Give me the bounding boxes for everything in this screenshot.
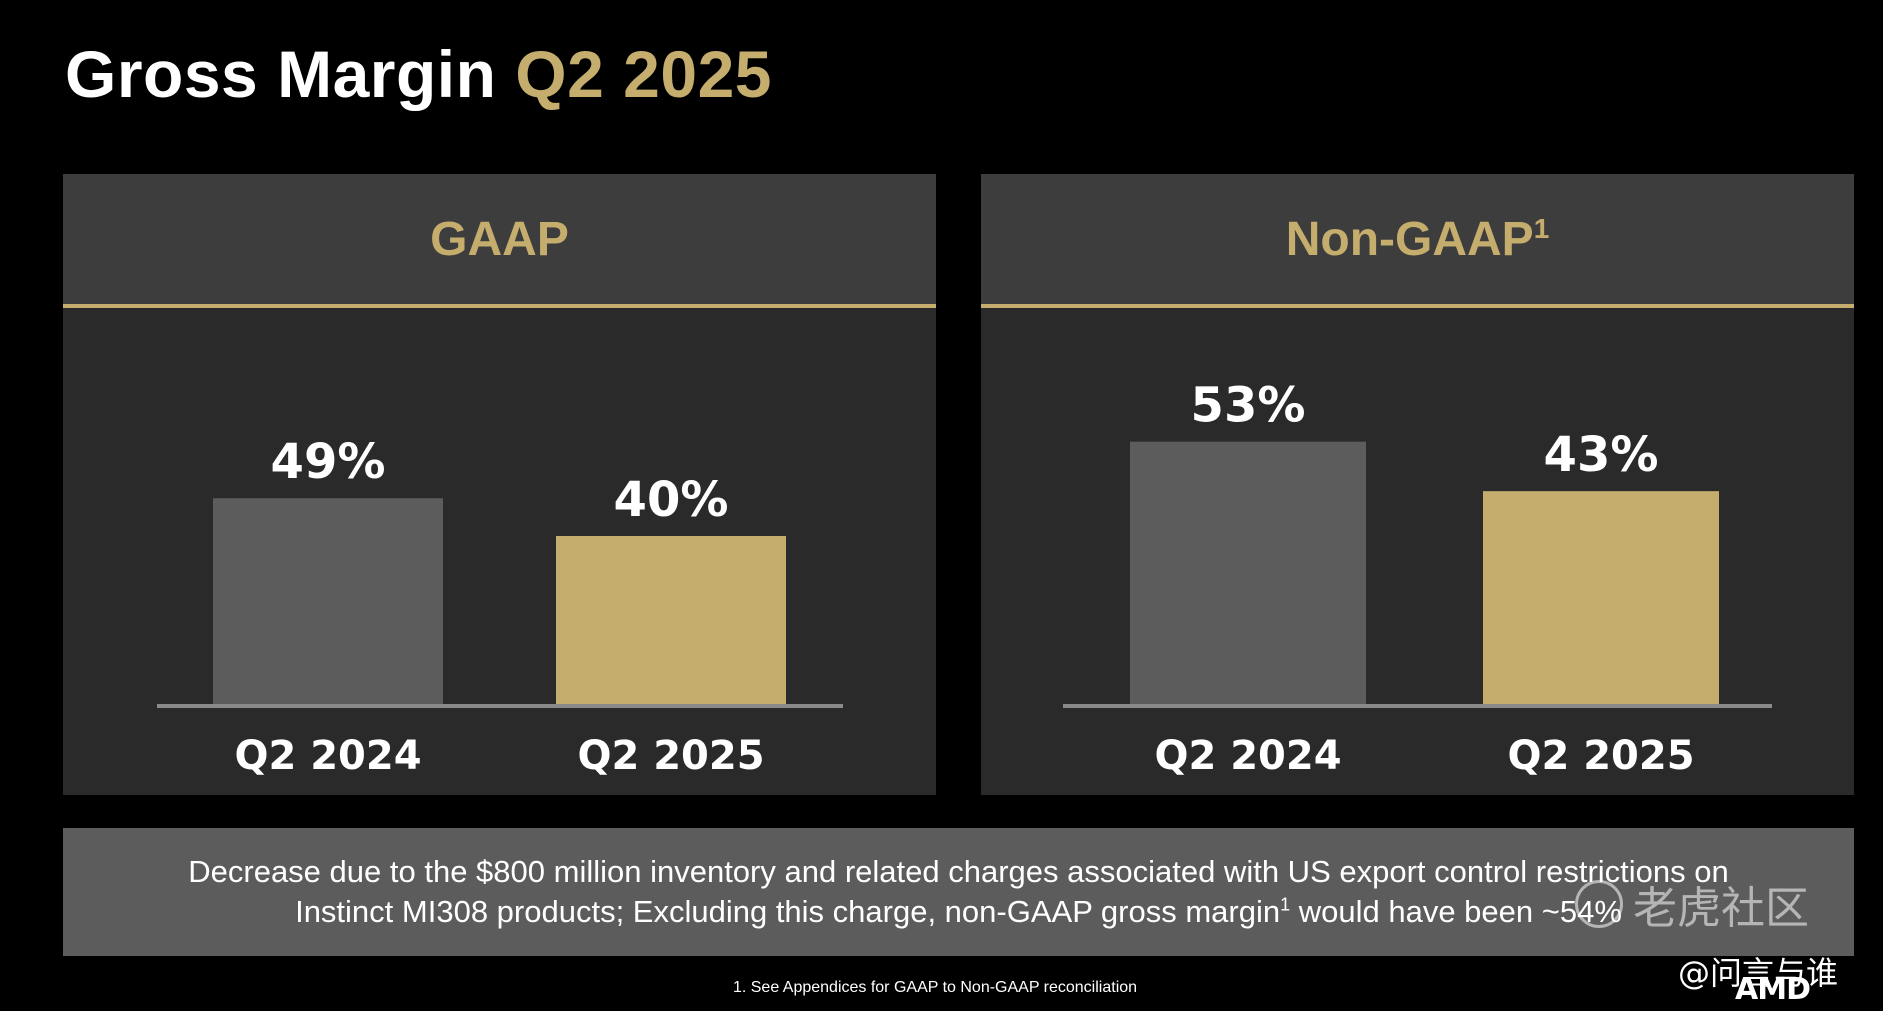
non-gaap-bar-chart: 53% Q2 2024 43% Q2 2025 (1063, 378, 1772, 779)
non-gaap-category-label-2: Q2 2025 (1507, 733, 1694, 779)
note-footnote-marker: 1 (1280, 894, 1291, 915)
gaap-category-label-1: Q2 2024 (234, 733, 421, 779)
gaap-bar-2 (556, 536, 786, 704)
non-gaap-value-label-1: 53% (1191, 378, 1306, 434)
title-accent: Q2 2025 (515, 37, 772, 111)
footnote: 1. See Appendices for GAAP to Non-GAAP r… (732, 979, 1138, 996)
note-box: Decrease due to the $800 million invento… (63, 828, 1854, 956)
note-line-2b: would have been ~54% (1290, 894, 1622, 929)
amd-logo: AMD (1735, 972, 1811, 1007)
non-gaap-category-label-1: Q2 2024 (1154, 733, 1341, 779)
watermark-text: 老虎社区 (1633, 883, 1809, 934)
non-gaap-footnote-marker: 1 (1533, 212, 1550, 244)
watermark: 老虎社区 (1575, 872, 1809, 936)
tiger-community-icon (1575, 880, 1623, 928)
gaap-panel: GAAP 49% Q2 2024 40% Q2 2025 (63, 174, 936, 795)
gaap-bar-chart: 49% Q2 2024 40% Q2 2025 (157, 434, 843, 779)
non-gaap-bar-1 (1130, 441, 1366, 704)
gaap-header-label: GAAP (430, 212, 569, 266)
gaap-value-label-2: 40% (614, 472, 729, 528)
note-line-1: Decrease due to the $800 million invento… (188, 854, 1729, 889)
non-gaap-bar-2 (1483, 491, 1719, 704)
non-gaap-panel-header: Non-GAAP1 (981, 174, 1854, 308)
note-line-2a: Instinct MI308 products; Excluding this … (295, 894, 1281, 929)
non-gaap-value-label-2: 43% (1544, 427, 1659, 483)
page-title: Gross Margin Q2 2025 (65, 36, 772, 112)
gaap-category-label-2: Q2 2025 (577, 733, 764, 779)
title-main: Gross Margin (65, 37, 497, 111)
author-handle: @问言与谁 (1678, 954, 1839, 992)
note-text: Decrease due to the $800 million invento… (134, 852, 1784, 932)
non-gaap-header-label: Non-GAAP1 (1285, 212, 1550, 266)
non-gaap-panel: Non-GAAP1 53% Q2 2024 43% Q2 2025 (981, 174, 1854, 795)
gaap-value-label-1: 49% (271, 434, 386, 490)
gaap-panel-header: GAAP (63, 174, 936, 308)
gaap-bar-1 (213, 498, 443, 704)
